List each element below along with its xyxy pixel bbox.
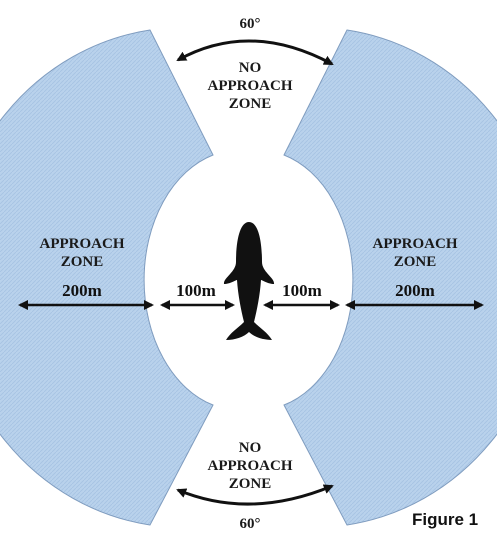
whale	[224, 222, 274, 340]
bottom-zone-line: APPROACH	[208, 458, 293, 474]
inner-left-distance: 100m	[176, 281, 216, 300]
inner-right-distance: 100m	[282, 281, 322, 300]
top-zone-line: APPROACH	[208, 78, 293, 94]
left-distance: 200m	[62, 281, 102, 300]
right-zone-line: ZONE	[394, 254, 437, 270]
diagram: 60° NO APPROACH ZONE NO APPROACH ZONE 60…	[0, 0, 497, 536]
left-zone-line: ZONE	[61, 254, 104, 270]
left-approach-zone	[0, 30, 213, 525]
top-zone-line: NO	[239, 60, 262, 76]
bottom-zone-line: NO	[239, 440, 262, 456]
top-angle: 60°	[240, 16, 261, 32]
right-distance: 200m	[395, 281, 435, 300]
bottom-angle: 60°	[240, 516, 261, 532]
right-zone-line: APPROACH	[373, 236, 458, 252]
left-zone-line: APPROACH	[40, 236, 125, 252]
page: 60° NO APPROACH ZONE NO APPROACH ZONE 60…	[0, 0, 497, 536]
caption: Figure 1	[412, 510, 478, 529]
right-approach-zone	[284, 30, 497, 525]
bottom-zone-line: ZONE	[229, 476, 272, 492]
top-zone-line: ZONE	[229, 96, 272, 112]
